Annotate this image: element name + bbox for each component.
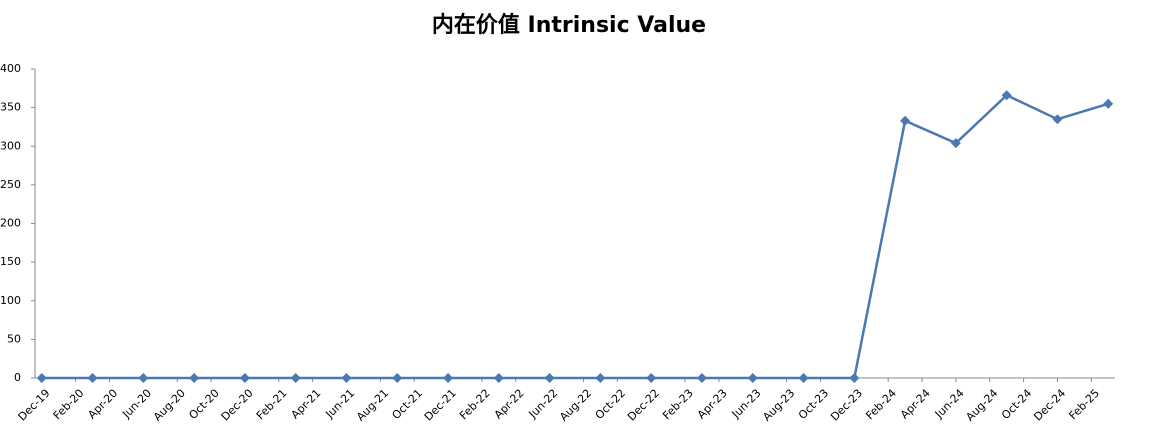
point-marker <box>646 373 657 383</box>
point-marker <box>950 138 961 149</box>
point-marker <box>595 373 606 383</box>
point-marker <box>493 373 504 383</box>
point-marker <box>189 373 200 383</box>
x-tick-label: Oct-20 <box>186 387 221 422</box>
x-tick-label: Dec-21 <box>422 387 459 424</box>
point-marker <box>341 373 352 383</box>
x-tick-label: Aug-20 <box>151 387 188 424</box>
x-tick-label: Feb-25 <box>1066 387 1102 423</box>
x-tick-label: Feb-21 <box>254 387 290 423</box>
point-marker <box>443 373 454 383</box>
y-tick-label: 200 <box>0 217 21 230</box>
y-tick-label: 150 <box>0 255 21 268</box>
point-marker <box>544 373 555 383</box>
x-tick-label: Dec-22 <box>625 387 662 424</box>
point-marker <box>900 115 911 126</box>
point-marker <box>138 373 149 383</box>
x-tick-label: Feb-20 <box>51 387 87 423</box>
x-tick-label: Dec-20 <box>219 387 256 424</box>
x-tick-label: Aug-24 <box>963 387 1000 424</box>
point-marker <box>747 373 758 383</box>
x-tick-label: Oct-23 <box>796 387 831 422</box>
x-tick-label: Feb-22 <box>457 387 493 423</box>
point-marker <box>696 373 707 383</box>
point-marker <box>392 373 403 383</box>
y-tick-label: 50 <box>7 332 21 345</box>
point-marker <box>290 373 301 383</box>
x-tick-label: Jun-24 <box>932 387 967 422</box>
chart-title: 内在价值 Intrinsic Value <box>432 12 706 38</box>
x-tick-label: Aug-22 <box>557 387 594 424</box>
x-tick-label: Dec-23 <box>828 387 865 424</box>
y-tick-label: 350 <box>0 101 21 114</box>
x-tick-label: Oct-22 <box>593 387 628 422</box>
point-marker <box>1001 90 1012 101</box>
x-tick-label: Oct-21 <box>390 387 425 422</box>
y-tick-label: 100 <box>0 294 21 307</box>
point-marker <box>849 373 860 383</box>
x-tick-label: Apr-24 <box>898 387 933 422</box>
y-tick-label: 400 <box>0 62 21 75</box>
x-tick-label: Jun-20 <box>119 387 154 422</box>
x-tick-label: Feb-23 <box>660 387 696 423</box>
x-tick-label: Dec-19 <box>16 387 53 424</box>
point-marker <box>798 373 809 383</box>
point-marker <box>239 373 250 383</box>
x-tick-label: Apr-21 <box>289 387 324 422</box>
x-tick-label: Feb-24 <box>863 387 899 423</box>
x-tick-label: Jun-22 <box>526 387 561 422</box>
point-marker <box>87 373 98 383</box>
y-tick-label: 0 <box>14 371 21 384</box>
x-tick-label: Apr-23 <box>695 387 730 422</box>
line <box>41 93 1109 380</box>
point-marker <box>1052 114 1063 125</box>
x-tick-label: Aug-21 <box>354 387 391 424</box>
y-tick-label: 250 <box>0 178 21 191</box>
x-tick-label: Dec-24 <box>1031 387 1068 424</box>
x-tick-label: Apr-20 <box>85 387 120 422</box>
point-marker <box>1103 98 1114 109</box>
y-tick-label: 300 <box>0 139 21 152</box>
x-tick-label: Jun-21 <box>322 387 357 422</box>
point-marker <box>36 373 47 383</box>
x-tick-label: Aug-23 <box>760 387 797 424</box>
x-tick-label: Oct-24 <box>999 387 1034 422</box>
x-tick-label: Apr-22 <box>492 387 527 422</box>
x-tick-label: Jun-23 <box>729 387 764 422</box>
